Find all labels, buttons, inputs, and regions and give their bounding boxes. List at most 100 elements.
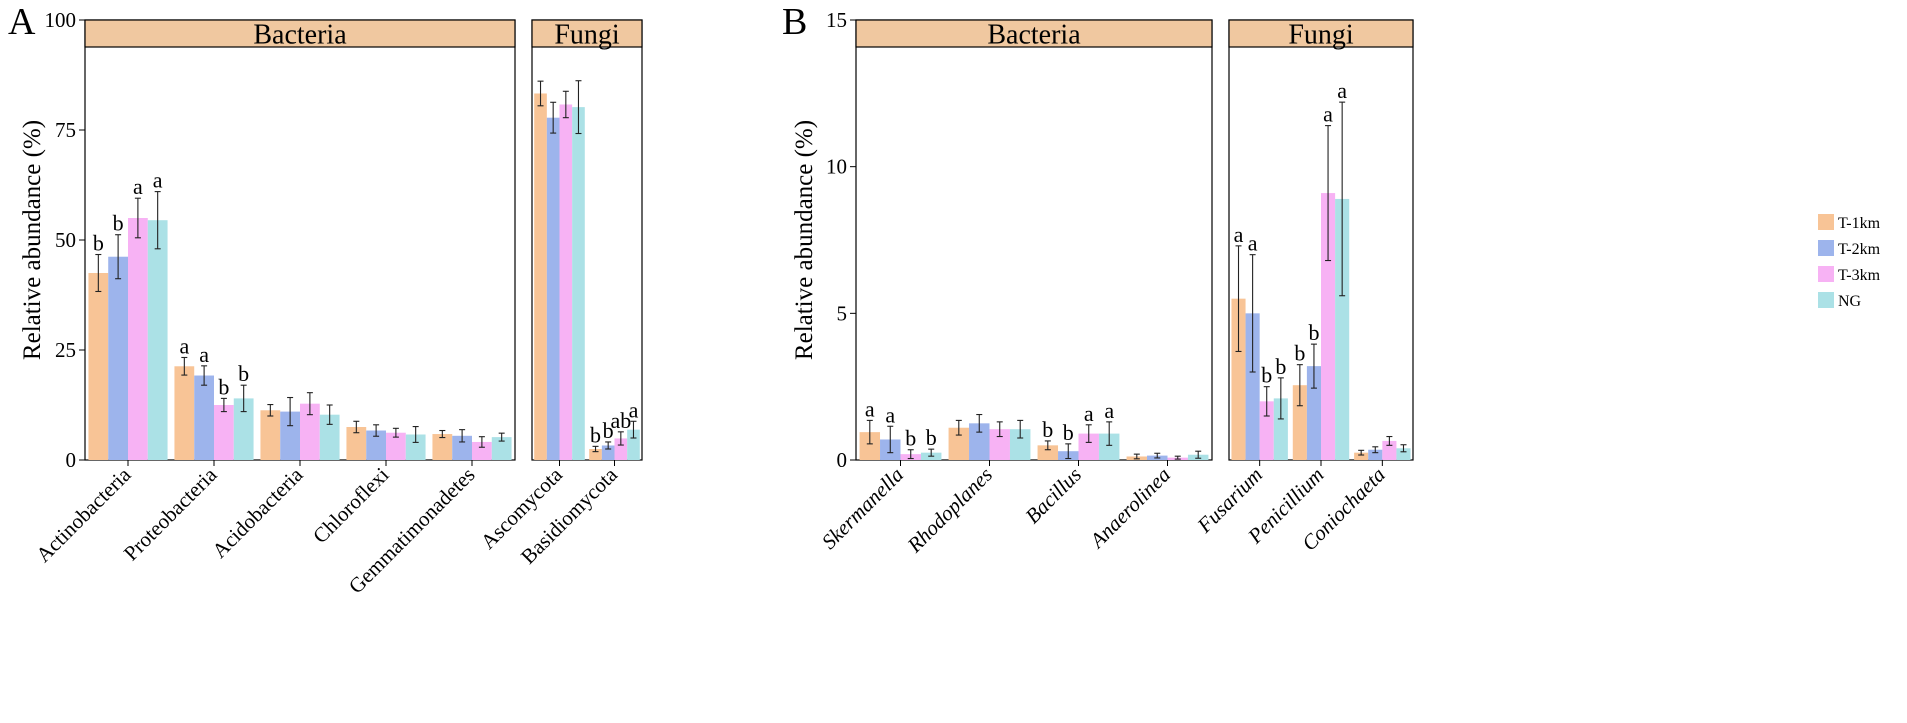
y-tick-label: 15 bbox=[826, 8, 847, 32]
bar bbox=[472, 441, 492, 460]
bar bbox=[1273, 398, 1288, 460]
facet-strip bbox=[531, 19, 643, 48]
bar bbox=[546, 117, 560, 461]
bar bbox=[627, 429, 640, 460]
bar bbox=[346, 427, 367, 460]
y-tick-label: 100 bbox=[45, 8, 77, 32]
y-tick-label: 75 bbox=[55, 118, 76, 142]
bar bbox=[1368, 449, 1383, 460]
bar bbox=[174, 366, 195, 460]
significance-label: b bbox=[1261, 363, 1272, 388]
bar bbox=[233, 398, 254, 460]
facet-strip bbox=[855, 19, 1213, 48]
y-axis-title: Relative abundance (%) bbox=[19, 120, 46, 360]
bar bbox=[572, 107, 585, 461]
significance-label: b bbox=[1308, 320, 1319, 345]
panel-letter: A bbox=[8, 1, 36, 43]
legend-label: T-3km bbox=[1838, 267, 1881, 284]
bar bbox=[214, 405, 234, 460]
category-label: Chloroflexi bbox=[308, 462, 394, 548]
y-tick-label: 5 bbox=[837, 301, 848, 325]
significance-label: b bbox=[1275, 354, 1286, 379]
bar bbox=[1037, 445, 1059, 460]
facet-bacteria bbox=[855, 19, 1213, 466]
bar bbox=[1335, 198, 1350, 460]
category-label: Acidobacteria bbox=[207, 462, 308, 563]
bar bbox=[366, 430, 386, 460]
significance-label: a bbox=[629, 397, 639, 422]
legend-swatch bbox=[1818, 266, 1834, 282]
category-label: Rhodoplanes bbox=[902, 463, 997, 558]
facet-strip-title: Fungi bbox=[554, 20, 620, 51]
bar bbox=[1292, 385, 1307, 460]
significance-label: b bbox=[926, 425, 937, 450]
bar bbox=[405, 434, 426, 460]
significance-label: a bbox=[133, 174, 143, 199]
bar bbox=[128, 218, 148, 460]
significance-label: b bbox=[590, 422, 601, 447]
significance-label: a bbox=[1337, 78, 1347, 103]
category-label: Basidiomycota bbox=[516, 462, 623, 569]
significance-label: b bbox=[603, 418, 614, 443]
bar bbox=[559, 104, 573, 460]
y-tick-label: 0 bbox=[837, 448, 848, 472]
bar bbox=[194, 375, 214, 460]
legend-swatch bbox=[1818, 292, 1834, 308]
significance-label: a bbox=[153, 168, 163, 193]
legend-label: NG bbox=[1838, 293, 1862, 310]
bar bbox=[260, 410, 281, 460]
facet-fungi bbox=[531, 19, 643, 466]
bar bbox=[1354, 452, 1369, 460]
facet-strip-title: Bacteria bbox=[253, 20, 347, 51]
legend-swatch bbox=[1818, 240, 1834, 256]
significance-label: b bbox=[905, 426, 916, 451]
bar bbox=[147, 220, 168, 460]
bar bbox=[589, 449, 602, 460]
y-tick-label: 50 bbox=[55, 228, 76, 252]
category-label: Anaerolinea bbox=[1084, 463, 1175, 554]
bar bbox=[969, 423, 990, 460]
facet-border bbox=[855, 19, 1213, 461]
significance-label: a bbox=[1323, 102, 1333, 127]
bar bbox=[1396, 448, 1411, 460]
bar bbox=[989, 429, 1010, 460]
facet-strip bbox=[84, 19, 516, 48]
bar bbox=[1306, 366, 1321, 460]
bar bbox=[300, 403, 320, 460]
bar bbox=[1245, 313, 1260, 460]
bar bbox=[452, 435, 472, 460]
significance-label: b bbox=[238, 361, 249, 386]
bar bbox=[948, 427, 970, 460]
facet-strip-title: Fungi bbox=[1288, 20, 1354, 51]
significance-label: b bbox=[93, 231, 104, 256]
significance-label: ab bbox=[610, 408, 631, 433]
bar bbox=[491, 437, 512, 460]
facet-fungi bbox=[1228, 19, 1414, 466]
legend-label: T-2km bbox=[1838, 241, 1881, 258]
y-axis-title: Relative abundance (%) bbox=[791, 120, 818, 360]
bar bbox=[88, 273, 109, 460]
facet-strip bbox=[1228, 19, 1414, 48]
category-label: Actinobacteria bbox=[31, 462, 136, 567]
bar bbox=[1231, 298, 1246, 460]
significance-label: b bbox=[113, 211, 124, 236]
significance-label: a bbox=[865, 396, 875, 421]
facet-bacteria bbox=[84, 19, 516, 466]
bar bbox=[386, 432, 406, 460]
significance-label: a bbox=[1248, 231, 1258, 256]
significance-label: a bbox=[1234, 222, 1244, 247]
bar bbox=[859, 432, 881, 460]
bar bbox=[432, 434, 453, 460]
bar bbox=[1259, 401, 1274, 460]
bar bbox=[280, 411, 300, 460]
y-tick-label: 25 bbox=[55, 338, 76, 362]
category-label: Bacillus bbox=[1020, 463, 1086, 529]
y-tick-label: 0 bbox=[66, 448, 77, 472]
bar bbox=[1321, 193, 1336, 461]
bar bbox=[1382, 440, 1397, 460]
bar bbox=[108, 256, 128, 460]
legend-label: T-1km bbox=[1838, 215, 1881, 232]
significance-label: a bbox=[1104, 398, 1114, 423]
significance-label: b bbox=[1294, 341, 1305, 366]
